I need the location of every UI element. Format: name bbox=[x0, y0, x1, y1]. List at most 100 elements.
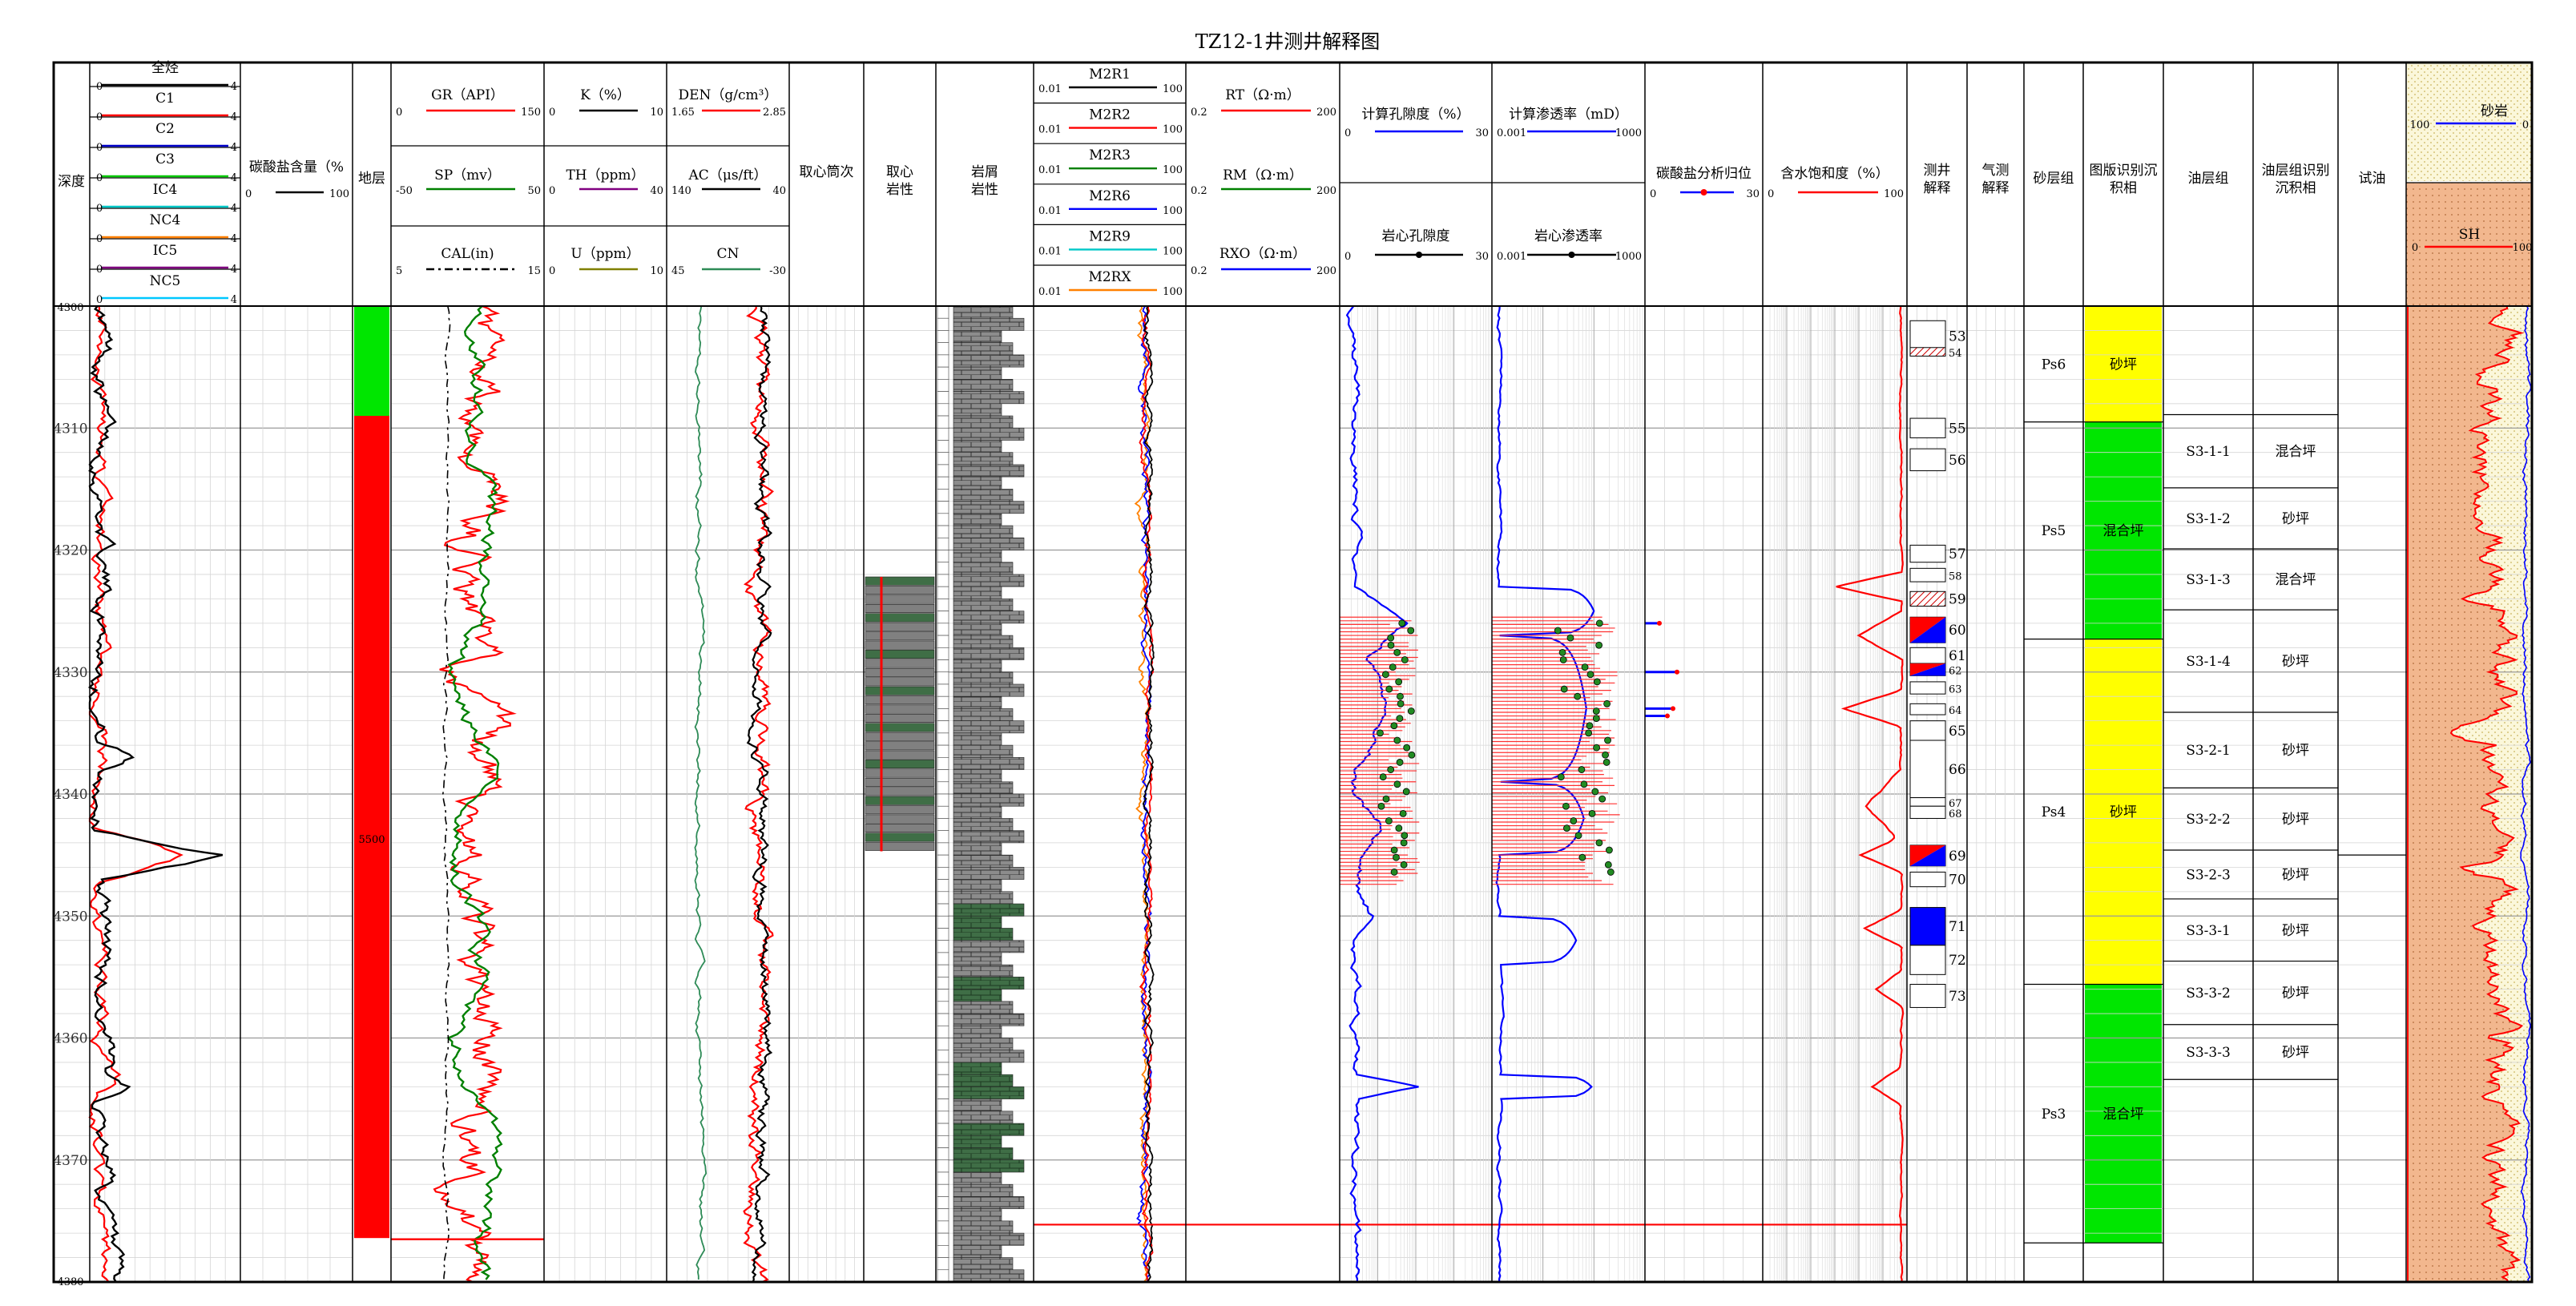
rt-header-title: RT（Ω·m） bbox=[1225, 87, 1300, 103]
m2r-header-min: 0.01 bbox=[1038, 164, 1062, 176]
gas-header-max: 4 bbox=[231, 233, 237, 245]
gas-header-max: 4 bbox=[231, 294, 237, 306]
cutting-lith-bed bbox=[953, 1111, 1014, 1124]
cutting-lith-bed bbox=[953, 342, 1014, 356]
carbonate-header-title: 碳酸盐含量（% bbox=[249, 159, 344, 175]
perm-core-point bbox=[1557, 773, 1565, 781]
depth-tick-label: 4360 bbox=[53, 1031, 87, 1047]
por-core-point bbox=[1393, 648, 1401, 656]
cutting-lith-bed bbox=[953, 1098, 1002, 1112]
cn-header-max: -30 bbox=[769, 265, 786, 277]
cutting-index-cell bbox=[937, 1232, 949, 1246]
interp-zone-number: 71 bbox=[1949, 919, 1966, 935]
cutting-index-cell bbox=[937, 1147, 949, 1161]
carb-homing-point bbox=[1657, 620, 1662, 626]
core-lith-bed bbox=[865, 796, 935, 805]
gas-header-max: 4 bbox=[231, 111, 237, 123]
por-core-point bbox=[1408, 751, 1416, 759]
interp-zone bbox=[1909, 720, 1946, 741]
oil-group-header: 油层组 bbox=[2188, 171, 2229, 187]
por-calc-curve bbox=[1345, 305, 1419, 1283]
perm-core-point bbox=[1586, 722, 1594, 730]
cutting-index-cell bbox=[937, 440, 949, 453]
depth-header: 深度 bbox=[58, 174, 85, 190]
core-lith-bed bbox=[865, 777, 935, 787]
core-lith-bed bbox=[865, 650, 935, 659]
cutting-lith-bed bbox=[953, 550, 1002, 563]
cutting-lith-bed bbox=[953, 720, 1025, 734]
den-header-min: 1.65 bbox=[671, 107, 695, 119]
interp-zone bbox=[1909, 567, 1946, 582]
gas-header-min: 0 bbox=[96, 264, 103, 276]
cutting-index-cell bbox=[937, 623, 949, 636]
cutting-index-cell bbox=[937, 695, 949, 709]
cutting-index-cell bbox=[937, 391, 949, 405]
cutting-lith-bed bbox=[953, 525, 1014, 538]
column-header: 气测 bbox=[1982, 163, 2010, 179]
por-core-point bbox=[1400, 839, 1408, 847]
por-core-header-min: 0 bbox=[1344, 251, 1351, 263]
depth-tick-label: 4330 bbox=[53, 665, 87, 681]
gas-header-title: C3 bbox=[155, 151, 175, 167]
perm-core-point bbox=[1578, 766, 1586, 773]
sand-group-header: 砂层组 bbox=[2034, 171, 2074, 187]
cutting-lith-bed bbox=[953, 452, 1014, 466]
rm-header-title: RM（Ω·m） bbox=[1223, 167, 1303, 183]
cutting-index-cell bbox=[937, 818, 949, 831]
interp-zone-number: 69 bbox=[1949, 848, 1966, 865]
perm-core-point bbox=[1604, 861, 1612, 869]
oil-group-name: S3-3-2 bbox=[2186, 986, 2231, 1002]
perm-core-point bbox=[1595, 619, 1603, 627]
core-lith-bed bbox=[865, 732, 935, 741]
cutting-lith-bed bbox=[953, 1220, 1014, 1234]
perm-core-point bbox=[1585, 729, 1593, 737]
interp-zone bbox=[1909, 544, 1946, 563]
cutting-index-cell bbox=[937, 1159, 949, 1173]
sandstone-header-swatch bbox=[2406, 62, 2532, 181]
cutting-lith-bed bbox=[953, 366, 1002, 380]
m2r-header-title: M2R6 bbox=[1089, 188, 1131, 204]
cutting-index-cell bbox=[937, 1123, 949, 1136]
perm-calc-header-max: 1000 bbox=[1615, 127, 1642, 139]
ac-header-min: 140 bbox=[671, 185, 691, 197]
por-core-point bbox=[1396, 759, 1404, 766]
th-header-title: TH（ppm） bbox=[566, 167, 644, 183]
m2r-header-min: 0.01 bbox=[1038, 83, 1062, 95]
cutting-index-cell bbox=[937, 769, 949, 783]
cutting-index-cell bbox=[937, 635, 949, 648]
oil-group-name: S3-1-3 bbox=[2186, 572, 2231, 588]
oil-group-name: S3-1-2 bbox=[2186, 511, 2231, 527]
interp-zone bbox=[1909, 740, 1946, 799]
cutting-index-cell bbox=[937, 940, 949, 953]
core-run-header: 取心筒次 bbox=[800, 164, 854, 180]
interp-zone-number: 59 bbox=[1949, 591, 1966, 607]
sand-group-facies-fill bbox=[2085, 984, 2162, 1244]
stratum-header: 地层 bbox=[358, 171, 385, 187]
perm-core-point bbox=[1588, 809, 1596, 817]
u-header-min: 0 bbox=[549, 265, 555, 277]
sand-group-name: Ps4 bbox=[2042, 804, 2066, 820]
column-header: 积相 bbox=[2110, 180, 2137, 196]
sand-group-facies: 混合坪 bbox=[2103, 1106, 2144, 1123]
cutting-index-cell bbox=[937, 1269, 949, 1283]
perm-core-marker bbox=[1568, 252, 1575, 258]
m2r-header-max: 100 bbox=[1163, 83, 1183, 95]
cutting-index-cell bbox=[937, 599, 949, 611]
perm-core-point bbox=[1593, 744, 1600, 752]
column-header: 图版识别沉 bbox=[2090, 163, 2158, 179]
perm-core-point bbox=[1560, 685, 1568, 693]
core-lith-bed bbox=[865, 814, 935, 824]
por-core-point bbox=[1397, 692, 1404, 700]
core-lith-bed bbox=[865, 640, 935, 650]
por-calc-header-max: 30 bbox=[1475, 127, 1489, 139]
oil-group-facies: 砂坪 bbox=[2282, 1045, 2309, 1061]
interp-zone-number: 68 bbox=[1949, 808, 1962, 820]
cutting-index-cell bbox=[937, 317, 949, 331]
core-lith-bed bbox=[865, 704, 935, 714]
stratum-interval bbox=[354, 306, 389, 417]
shale-header-title: SH bbox=[2459, 227, 2480, 243]
cutting-index-cell bbox=[937, 1257, 949, 1271]
por-core-point bbox=[1381, 671, 1389, 679]
cutting-index-cell bbox=[937, 342, 949, 356]
perm-core-point bbox=[1554, 627, 1562, 635]
